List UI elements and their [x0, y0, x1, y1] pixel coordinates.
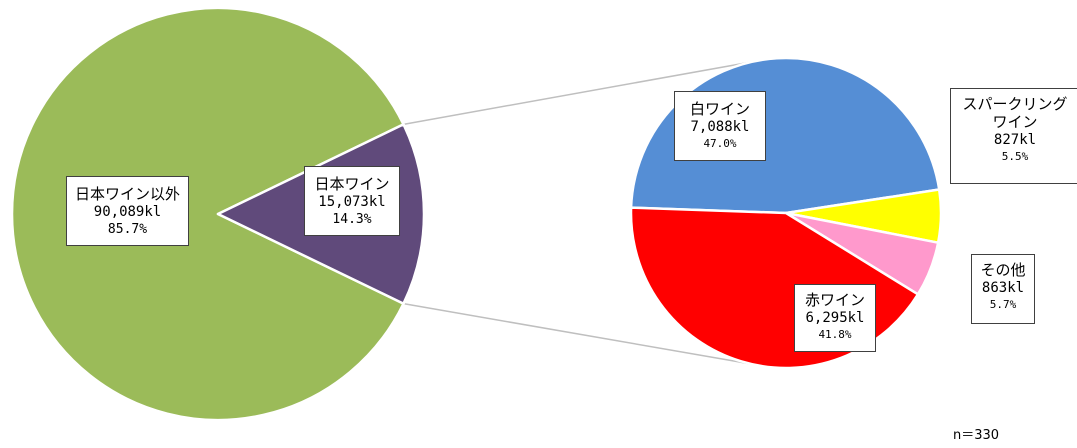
label-name: 赤ワイン [804, 291, 865, 309]
label-value: 90,089kl [93, 204, 162, 220]
label-red-wine: 赤ワイン 6,295kl 41.8% [794, 284, 876, 352]
label-japan-wine: 日本ワイン 15,073kl 14.3% [304, 166, 400, 236]
label-name-line1: スパークリング [962, 95, 1068, 113]
label-name: 白ワイン [689, 100, 750, 118]
label-sparkling-wine: スパークリング ワイン 827kl 5.5% [950, 88, 1077, 184]
label-name-line2: ワイン [992, 113, 1038, 131]
connector-line-top [403, 61, 752, 126]
label-percent: 14.3% [332, 212, 372, 227]
label-value: 827kl [993, 132, 1037, 148]
label-non-japan-wine: 日本ワイン以外 90,089kl 85.7% [66, 176, 189, 246]
label-percent: 47.0% [703, 137, 737, 150]
slice-non-japan-wine [10, 6, 405, 422]
label-other: その他 863kl 5.7% [971, 254, 1035, 324]
label-name: その他 [980, 261, 1026, 279]
label-value: 6,295kl [805, 310, 865, 326]
label-value: 863kl [981, 280, 1025, 296]
label-white-wine: 白ワイン 7,088kl 47.0% [674, 91, 766, 161]
label-percent: 5.7% [989, 298, 1017, 311]
sample-size-note: n＝330 [953, 428, 1000, 443]
label-percent: 41.8% [818, 328, 852, 341]
label-percent: 5.5% [1001, 150, 1029, 163]
label-name: 日本ワイン以外 [74, 185, 180, 203]
label-percent: 85.7% [107, 222, 148, 237]
label-name: 日本ワイン [314, 175, 390, 193]
connector-line-bottom [403, 302, 752, 365]
label-value: 15,073kl [318, 194, 386, 210]
label-value: 7,088kl [690, 119, 750, 135]
